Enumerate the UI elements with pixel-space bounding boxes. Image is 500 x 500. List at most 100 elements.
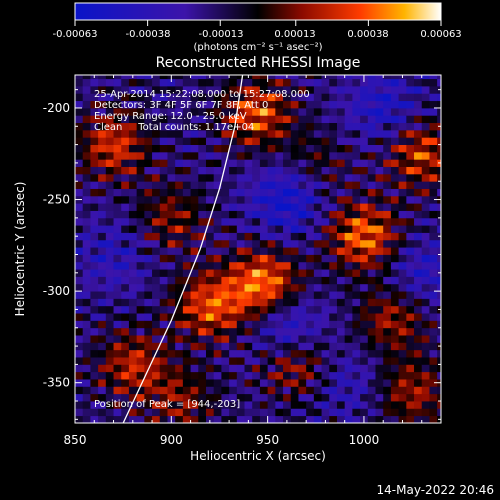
heatmap-cell bbox=[429, 415, 438, 423]
heatmap-cell bbox=[82, 247, 91, 255]
heatmap-cell bbox=[306, 239, 315, 248]
heatmap-cell bbox=[159, 313, 168, 321]
heatmap-cell bbox=[329, 225, 338, 233]
heatmap-cell bbox=[383, 283, 392, 292]
heatmap-cell bbox=[205, 122, 215, 131]
heatmap-cell bbox=[198, 379, 207, 387]
heatmap-cell bbox=[213, 107, 222, 116]
heatmap-cell bbox=[105, 364, 114, 373]
heatmap-cell bbox=[336, 115, 346, 124]
heatmap-cell bbox=[298, 210, 307, 219]
heatmap-cell bbox=[259, 247, 269, 255]
heatmap-cell bbox=[275, 291, 284, 299]
heatmap-cell bbox=[175, 188, 184, 197]
heatmap-cell bbox=[167, 349, 176, 358]
heatmap-cell bbox=[121, 298, 130, 307]
heatmap-cell bbox=[90, 298, 99, 307]
heatmap-cell bbox=[144, 188, 153, 197]
heatmap-cell bbox=[283, 283, 292, 292]
heatmap-cell bbox=[144, 379, 153, 387]
heatmap-cell bbox=[175, 159, 184, 167]
heatmap-cell bbox=[190, 75, 199, 80]
heatmap-cell bbox=[283, 276, 292, 285]
heatmap-cell bbox=[321, 379, 330, 387]
heatmap-cell bbox=[159, 75, 168, 80]
heatmap-cell bbox=[344, 203, 353, 211]
heatmap-cell bbox=[182, 151, 191, 160]
heatmap-cell bbox=[244, 291, 253, 299]
heatmap-cell bbox=[175, 100, 184, 109]
heatmap-cell bbox=[375, 283, 384, 292]
heatmap-cell bbox=[198, 313, 207, 321]
heatmap-cell bbox=[267, 210, 276, 219]
heatmap-cell bbox=[298, 247, 307, 255]
heatmap-cell bbox=[229, 320, 238, 329]
heatmap-cell bbox=[244, 115, 253, 124]
heatmap-cell bbox=[128, 78, 138, 87]
heatmap-cell bbox=[259, 393, 269, 402]
heatmap-cell bbox=[190, 137, 199, 145]
annotation-counts: Clean Total counts: 1.17e+04 bbox=[94, 122, 254, 133]
heatmap-cell bbox=[329, 210, 338, 219]
heatmap-cell bbox=[213, 195, 222, 204]
heatmap-cell bbox=[128, 188, 138, 197]
heatmap-cell bbox=[375, 291, 384, 299]
heatmap-cell bbox=[344, 232, 353, 241]
heatmap-cell bbox=[98, 239, 107, 248]
heatmap-cell bbox=[414, 195, 423, 204]
heatmap-image bbox=[75, 75, 441, 423]
heatmap-cell bbox=[152, 225, 161, 233]
heatmap-cell bbox=[429, 239, 438, 248]
heatmap-cell bbox=[344, 254, 353, 263]
heatmap-cell bbox=[128, 107, 138, 116]
heatmap-cell bbox=[136, 210, 145, 219]
heatmap-cell bbox=[182, 364, 191, 373]
heatmap-cell bbox=[344, 408, 353, 417]
heatmap-cell bbox=[113, 181, 122, 189]
heatmap-cell bbox=[244, 247, 253, 255]
heatmap-cell bbox=[229, 210, 238, 219]
heatmap-cell bbox=[167, 408, 176, 417]
heatmap-cell bbox=[383, 393, 392, 402]
heatmap-cell bbox=[336, 415, 346, 423]
heatmap-cell bbox=[290, 107, 299, 116]
heatmap-cell bbox=[136, 254, 145, 263]
heatmap-cell bbox=[128, 283, 138, 292]
heatmap-cell bbox=[236, 217, 245, 226]
heatmap-cell bbox=[306, 173, 315, 182]
heatmap-cell bbox=[421, 379, 430, 387]
heatmap-cell bbox=[290, 313, 299, 321]
heatmap-cell bbox=[213, 173, 222, 182]
heatmap-cell bbox=[429, 225, 438, 233]
heatmap-cell bbox=[90, 85, 99, 94]
heatmap-cell bbox=[313, 166, 322, 175]
heatmap-cell bbox=[205, 129, 215, 138]
heatmap-cell bbox=[190, 401, 199, 409]
heatmap-cell bbox=[252, 379, 261, 387]
heatmap-cell bbox=[244, 261, 253, 270]
heatmap-cell bbox=[98, 291, 107, 299]
heatmap-cell bbox=[414, 320, 423, 329]
heatmap-cell bbox=[375, 93, 384, 102]
heatmap-cell bbox=[306, 342, 315, 351]
heatmap-cell bbox=[336, 93, 346, 102]
heatmap-cell bbox=[136, 269, 145, 277]
heatmap-cell bbox=[336, 159, 346, 167]
heatmap-cell bbox=[429, 122, 438, 131]
heatmap-cell bbox=[82, 115, 91, 124]
heatmap-cell bbox=[313, 78, 322, 87]
heatmap-cell bbox=[344, 144, 353, 153]
heatmap-cell bbox=[144, 371, 153, 380]
heatmap-cell bbox=[90, 159, 99, 167]
heatmap-cell bbox=[236, 357, 245, 365]
heatmap-cell bbox=[182, 85, 191, 94]
heatmap-cell bbox=[383, 335, 392, 343]
heatmap-cell bbox=[259, 364, 269, 373]
heatmap-cell bbox=[367, 239, 376, 248]
heatmap-cell bbox=[159, 181, 168, 189]
heatmap-cell bbox=[113, 85, 122, 94]
heatmap-cell bbox=[344, 261, 353, 270]
heatmap-cell bbox=[236, 342, 245, 351]
heatmap-cell bbox=[136, 379, 145, 387]
heatmap-cell bbox=[267, 115, 276, 124]
